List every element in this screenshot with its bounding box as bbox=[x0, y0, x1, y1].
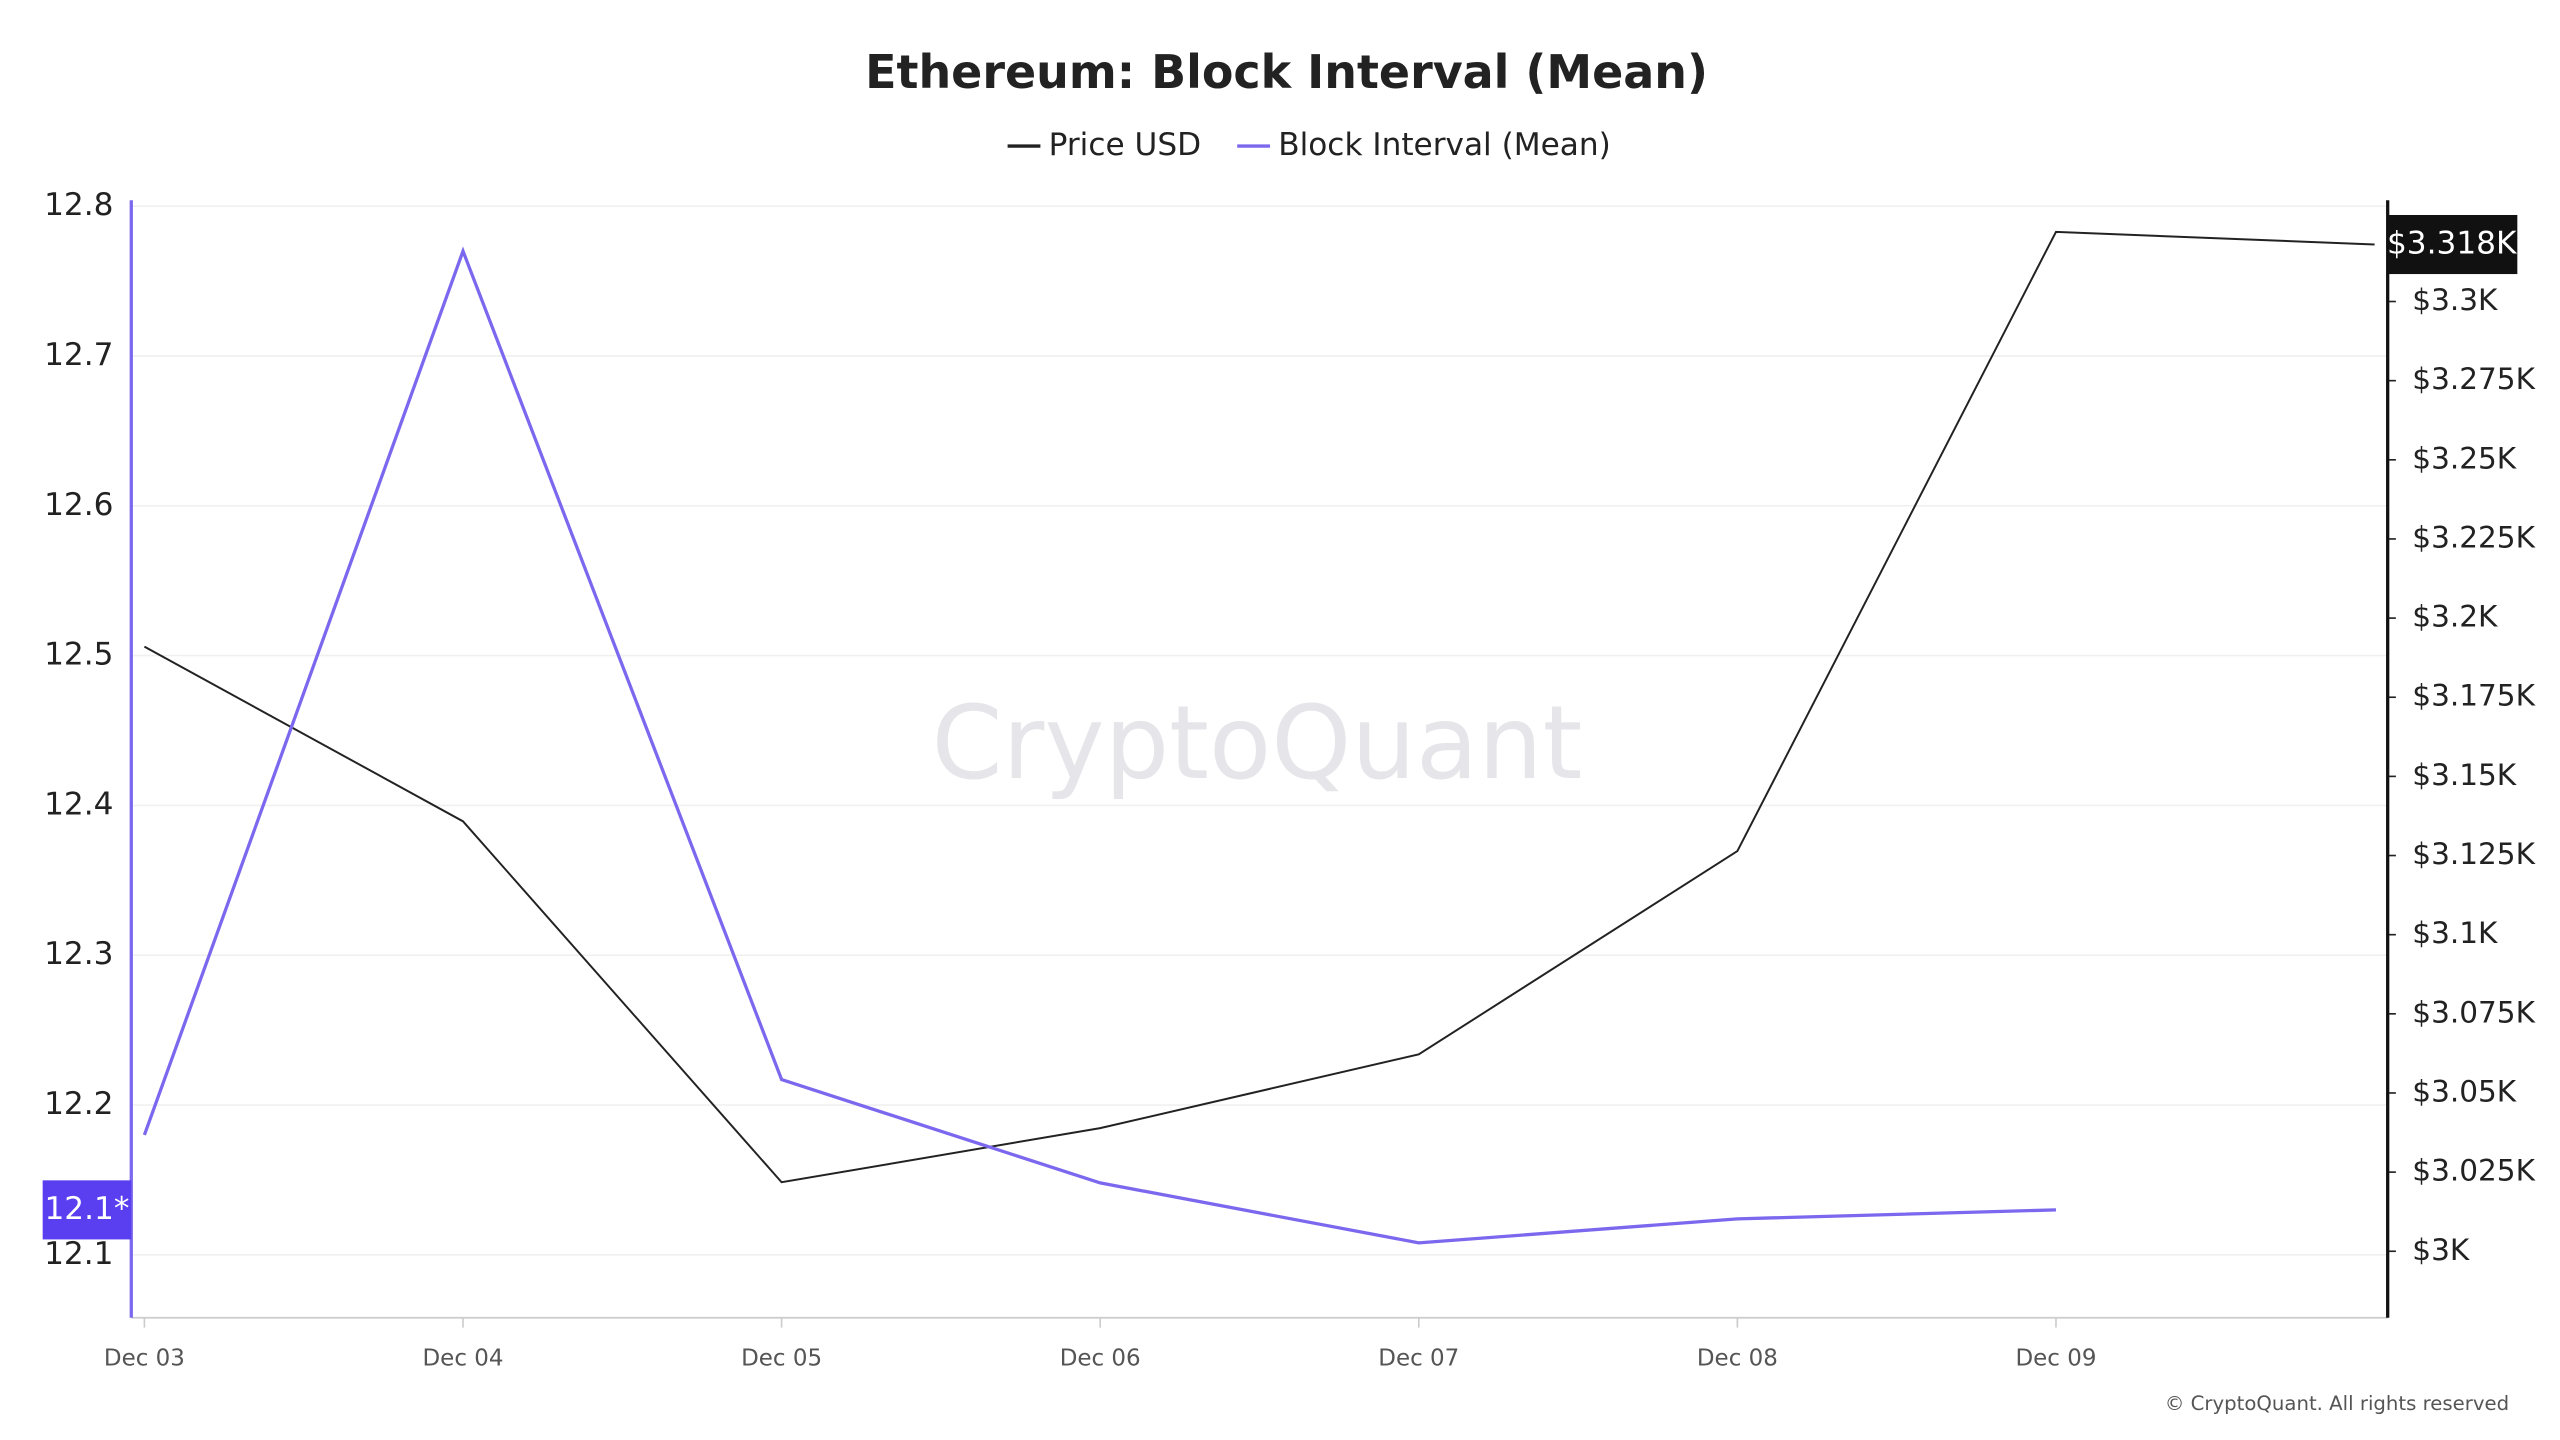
y-tick-label: 12.7 bbox=[44, 337, 113, 373]
x-tick-label: Dec 09 bbox=[2015, 1345, 2096, 1371]
y2-tick-label: $3.3K bbox=[2412, 283, 2498, 317]
chart-title: Ethereum: Block Interval (Mean) bbox=[865, 45, 1708, 99]
y2-tick-label: $3.05K bbox=[2412, 1074, 2516, 1108]
watermark: CryptoQuant bbox=[932, 684, 1583, 802]
y-tick-label: 12.8 bbox=[44, 187, 113, 223]
x-tick-label: Dec 05 bbox=[741, 1345, 822, 1371]
current-price-label: $3.318K bbox=[2387, 226, 2518, 262]
y2-tick-label: $3.2K bbox=[2412, 600, 2498, 634]
y2-tick-label: $3.175K bbox=[2412, 679, 2535, 713]
series-line bbox=[143, 230, 2375, 1184]
y-tick-label: 12.4 bbox=[44, 786, 113, 822]
legend-label: Price USD bbox=[1049, 127, 1201, 163]
y-tick-label: 12.5 bbox=[44, 637, 113, 673]
y2-tick-label: $3.075K bbox=[2412, 995, 2535, 1029]
current-price-badge bbox=[2387, 214, 2518, 275]
y-tick-label: 12.1 bbox=[44, 1236, 113, 1272]
x-tick-label: Dec 08 bbox=[1697, 1345, 1778, 1371]
x-tick-label: Dec 07 bbox=[1378, 1345, 1459, 1371]
y-tick-label: 12.6 bbox=[44, 487, 113, 523]
current-value-badge bbox=[42, 1180, 132, 1240]
current-value-label: 12.1* bbox=[44, 1191, 129, 1227]
y2-tick-label: $3.25K bbox=[2412, 441, 2516, 475]
x-tick-label: Dec 03 bbox=[104, 1345, 185, 1371]
y2-tick-label: $3.275K bbox=[2412, 362, 2535, 396]
x-tick-label: Dec 06 bbox=[1060, 1345, 1141, 1371]
legend: Price USD Block Interval (Mean) bbox=[1007, 127, 1611, 163]
credit: © CryptoQuant. All rights reserved bbox=[2165, 1392, 2509, 1415]
y-tick-label: 12.3 bbox=[44, 936, 113, 972]
y2-tick-label: $3.225K bbox=[2412, 520, 2535, 554]
legend-label: Block Interval (Mean) bbox=[1278, 127, 1611, 163]
x-tick-label: Dec 04 bbox=[423, 1345, 504, 1371]
y2-tick-label: $3.025K bbox=[2412, 1154, 2535, 1188]
y2-tick-label: $3.1K bbox=[2412, 916, 2498, 950]
y2-tick-label: $3K bbox=[2412, 1233, 2470, 1267]
y2-tick-label: $3.15K bbox=[2412, 758, 2516, 792]
series-line bbox=[142, 246, 2057, 1245]
y2-tick-label: $3.125K bbox=[2412, 837, 2535, 871]
y-tick-label: 12.2 bbox=[44, 1086, 113, 1122]
